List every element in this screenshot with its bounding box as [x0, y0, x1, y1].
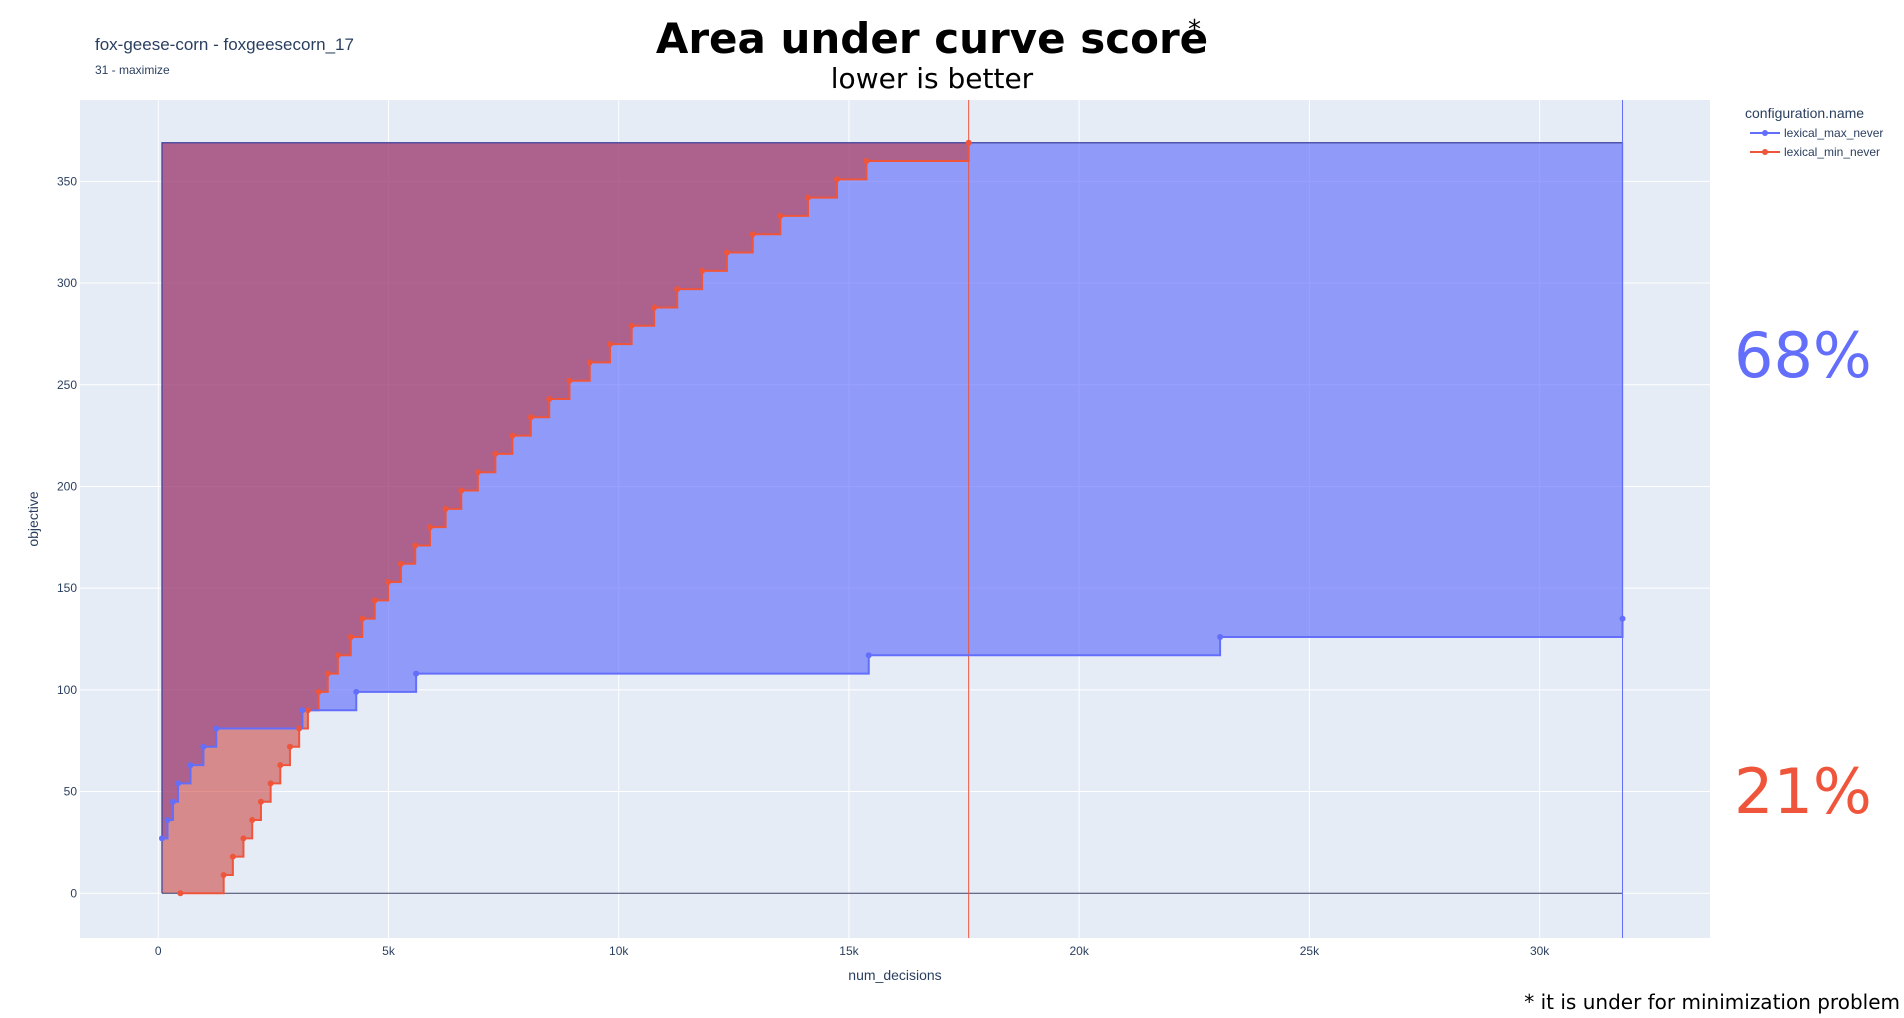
score-max-never: 68% [1734, 319, 1872, 392]
point-lexical-min-never[interactable] [286, 743, 293, 750]
point-lexical-min-never[interactable] [371, 597, 378, 604]
point-lexical-min-never[interactable] [347, 633, 354, 640]
point-lexical-min-never[interactable] [674, 286, 681, 293]
point-lexical-min-never[interactable] [220, 871, 227, 878]
point-lexical-min-never[interactable] [277, 762, 284, 769]
point-lexical-min-never[interactable] [442, 505, 449, 512]
instance-subtitle: 31 - maximize [95, 63, 170, 77]
point-lexical-max-never[interactable] [1217, 633, 1224, 640]
point-lexical-min-never[interactable] [474, 469, 481, 476]
point-lexical-min-never[interactable] [699, 267, 706, 274]
point-lexical-min-never[interactable] [651, 304, 658, 311]
area-lexical-min-never [161, 142, 969, 894]
legend-item-lexical-min-never[interactable]: lexical_min_never [1750, 145, 1880, 159]
point-lexical-max-never[interactable] [413, 670, 420, 677]
y-tick-label: 50 [64, 785, 78, 799]
series-line-lexical-min-never [180, 142, 970, 895]
point-lexical-min-never[interactable] [804, 194, 811, 201]
x-tick-label: 25k [1300, 944, 1320, 958]
x-tick-label: 5k [382, 944, 396, 958]
point-lexical-min-never[interactable] [527, 414, 534, 421]
point-lexical-max-never[interactable] [200, 743, 207, 750]
legend-swatch-marker [1762, 149, 1768, 155]
point-lexical-max-never[interactable] [187, 762, 194, 769]
instance-title: fox-geese-corn - foxgeesecorn_17 [95, 35, 354, 54]
y-tick-label: 100 [57, 683, 77, 697]
point-lexical-min-never[interactable] [458, 487, 465, 494]
point-lexical-min-never[interactable] [385, 579, 392, 586]
x-tick-label: 15k [839, 944, 859, 958]
score-min-never: 21% [1734, 755, 1872, 828]
point-lexical-max-never[interactable] [175, 780, 182, 787]
legend-swatch-marker [1762, 130, 1768, 136]
point-lexical-min-never[interactable] [509, 432, 516, 439]
chart-subtitle: lower is better [831, 62, 1034, 95]
point-lexical-min-never[interactable] [426, 524, 433, 531]
point-lexical-min-never[interactable] [304, 707, 311, 714]
point-lexical-min-never[interactable] [492, 450, 499, 457]
point-lexical-min-never[interactable] [296, 725, 303, 732]
point-lexical-min-never[interactable] [177, 890, 184, 897]
x-tick-label: 20k [1070, 944, 1090, 958]
point-lexical-min-never[interactable] [566, 377, 573, 384]
point-lexical-max-never[interactable] [1619, 615, 1626, 622]
point-lexical-max-never[interactable] [158, 835, 165, 842]
y-tick-label: 250 [57, 378, 77, 392]
footnote: * it is under for minimization problem [1524, 990, 1900, 1014]
point-lexical-min-never[interactable] [240, 835, 247, 842]
legend-label: lexical_min_never [1784, 145, 1880, 159]
point-lexical-min-never[interactable] [324, 670, 331, 677]
point-lexical-min-never[interactable] [397, 560, 404, 567]
point-lexical-max-never[interactable] [353, 688, 360, 695]
y-tick-label: 150 [57, 581, 77, 595]
point-lexical-min-never[interactable] [359, 615, 366, 622]
legend-title: configuration.name [1745, 105, 1864, 121]
point-lexical-max-never[interactable] [299, 707, 306, 714]
y-tick-label: 350 [57, 174, 77, 188]
point-lexical-min-never[interactable] [586, 359, 593, 366]
point-lexical-min-never[interactable] [833, 176, 840, 183]
point-lexical-max-never[interactable] [170, 798, 177, 805]
point-lexical-min-never[interactable] [267, 780, 274, 787]
x-tick-label: 30k [1530, 944, 1550, 958]
chart-title-mark: * [1188, 15, 1201, 45]
point-lexical-min-never[interactable] [749, 231, 756, 238]
auc-areas [161, 142, 1623, 894]
point-lexical-min-never[interactable] [334, 652, 341, 659]
point-lexical-min-never[interactable] [229, 853, 236, 860]
point-lexical-min-never[interactable] [257, 798, 264, 805]
y-tick-label: 200 [57, 479, 77, 493]
point-lexical-min-never[interactable] [249, 817, 256, 824]
point-lexical-min-never[interactable] [546, 395, 553, 402]
series-markers [158, 139, 1626, 897]
y-axis-label: objective [25, 491, 41, 546]
point-lexical-min-never[interactable] [628, 322, 635, 329]
x-axis-label: num_decisions [848, 967, 941, 983]
point-lexical-min-never[interactable] [606, 341, 613, 348]
point-lexical-max-never[interactable] [164, 817, 171, 824]
x-tick-labels: 0 5k 10k 15k 20k 25k 30k [155, 944, 1550, 958]
point-lexical-min-never[interactable] [965, 139, 972, 146]
chart-title: Area under curve score [656, 14, 1208, 63]
y-tick-label: 300 [57, 276, 77, 290]
point-lexical-min-never[interactable] [863, 158, 870, 165]
point-lexical-min-never[interactable] [412, 542, 419, 549]
y-tick-label: 0 [70, 886, 77, 900]
legend-label: lexical_max_never [1784, 126, 1883, 140]
legend-item-lexical-max-never[interactable]: lexical_max_never [1750, 126, 1883, 140]
point-lexical-min-never[interactable] [723, 249, 730, 256]
point-lexical-max-never[interactable] [213, 725, 220, 732]
point-lexical-min-never[interactable] [777, 212, 784, 219]
x-tick-label: 10k [609, 944, 629, 958]
point-lexical-max-never[interactable] [865, 652, 872, 659]
y-tick-labels: 0 50 100 150 200 250 300 350 [57, 174, 77, 900]
point-lexical-min-never[interactable] [315, 688, 322, 695]
x-tick-label: 0 [155, 944, 162, 958]
